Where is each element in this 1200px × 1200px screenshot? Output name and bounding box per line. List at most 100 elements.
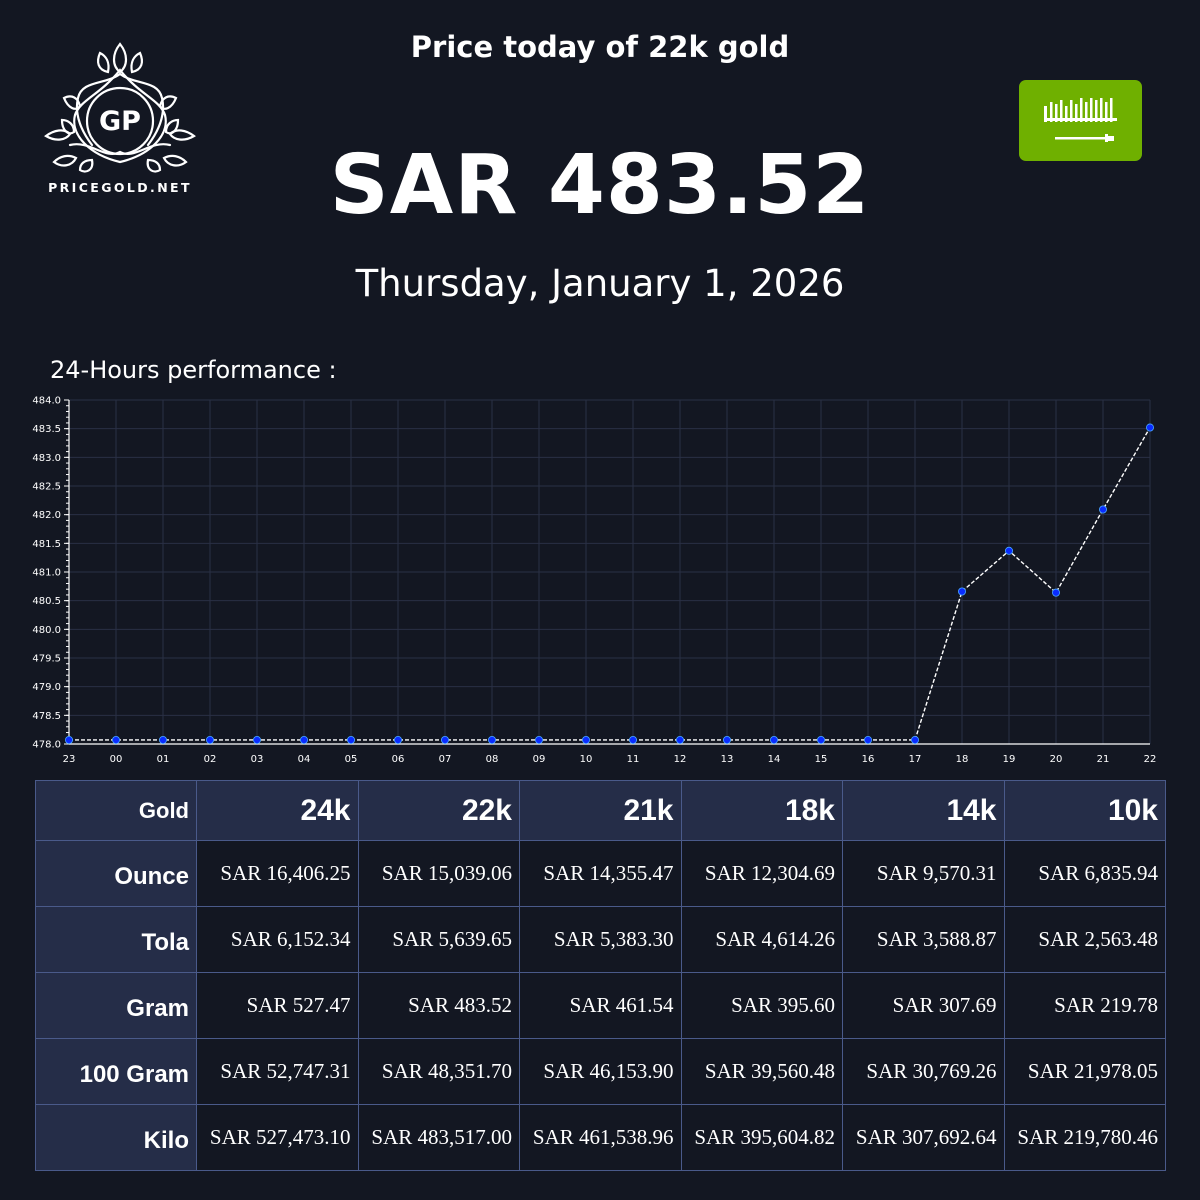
price-line-chart: 478.0 478.5 479.0 479.5 480.0 480.5 481.0 481.5… [0,390,1200,770]
price-cell: SAR 12,304.69 [680,840,843,907]
column-header-18k: 18k [680,780,843,841]
row-label: Gram [35,972,197,1039]
column-header-10k: 10k [1003,780,1166,841]
price-cell: SAR 9,570.31 [842,840,1005,907]
price-cell: SAR 21,978.05 [1003,1038,1166,1105]
price-cell: SAR 307.69 [842,972,1005,1039]
y-tick-label: 484.0 [32,396,61,407]
data-point-marker [65,735,74,744]
price-cell: SAR 219,780.46 [1003,1104,1166,1171]
price-cell: SAR 395.60 [680,972,843,1039]
price-cell: SAR 14,355.47 [519,840,682,907]
x-tick-label: 17 [909,754,922,765]
data-point-marker [629,735,638,744]
table-row-tola: Tola SAR 6,152.34 SAR 5,639.65 SAR 5,383… [35,906,1166,973]
price-cell: SAR 6,835.94 [1003,840,1166,907]
x-tick-label: 21 [1097,754,1110,765]
price-cell: SAR 39,560.48 [680,1038,843,1105]
x-tick-label: 06 [392,754,405,765]
saudi-arabia-flag-icon [1019,80,1142,161]
price-cell: SAR 4,614.26 [680,906,843,973]
price-cell: SAR 5,639.65 [357,906,520,973]
x-tick-label: 07 [439,754,452,765]
site-logo[interactable]: GP PRICEGOLD.NET [40,40,200,200]
price-cell: SAR 483,517.00 [357,1104,520,1171]
data-point-marker [252,735,261,744]
y-tick-label: 481.5 [32,539,61,550]
data-point-marker [817,735,826,744]
column-header-24k: 24k [196,780,359,841]
data-point-marker [676,735,685,744]
data-point-marker [911,735,920,744]
x-tick-label: 13 [721,754,734,765]
y-tick-label: 483.0 [32,453,61,464]
data-point-marker [864,735,873,744]
table-corner-label: Gold [35,780,197,841]
x-tick-label: 10 [580,754,593,765]
row-label: Kilo [35,1104,197,1171]
x-tick-label: 04 [298,754,311,765]
price-cell: SAR 46,153.90 [519,1038,682,1105]
x-tick-label: 16 [862,754,875,765]
price-cell: SAR 6,152.34 [196,906,359,973]
column-header-22k: 22k [357,780,520,841]
current-price: SAR 483.52 [329,138,871,233]
data-point-marker [582,735,591,744]
price-cell: SAR 395,604.82 [680,1104,843,1171]
data-point-marker [1146,423,1155,432]
data-point-marker [723,735,732,744]
x-tick-label: 14 [768,754,781,765]
data-point-marker [299,735,308,744]
table-row-ounce: Ounce SAR 16,406.25 SAR 15,039.06 SAR 14… [35,840,1166,907]
x-tick-label: 05 [345,754,358,765]
data-point-marker [487,735,496,744]
price-cell: SAR 30,769.26 [842,1038,1005,1105]
chart-title: 24-Hours performance : [50,356,337,384]
price-cell: SAR 307,692.64 [842,1104,1005,1171]
data-point-marker [346,735,355,744]
x-tick-label: 11 [627,754,640,765]
row-label: Tola [35,906,197,973]
row-label: Ounce [35,840,197,907]
x-tick-label: 23 [63,754,76,765]
data-point-marker [1005,546,1014,555]
price-date: Thursday, January 1, 2026 [355,262,845,305]
page-title: Price today of 22k gold [410,30,790,64]
y-tick-label: 482.0 [32,510,61,521]
x-tick-label: 22 [1144,754,1157,765]
column-header-21k: 21k [519,780,682,841]
data-point-marker [205,735,214,744]
table-row-100-gram: 100 Gram SAR 52,747.31 SAR 48,351.70 SAR… [35,1038,1166,1105]
chart-canvas: 478.0 478.5 479.0 479.5 480.0 480.5 481.0 481.5… [32,396,1157,766]
row-label: 100 Gram [35,1038,197,1105]
price-cell: SAR 219.78 [1003,972,1166,1039]
site-name: PRICEGOLD.NET [48,180,192,195]
price-cell: SAR 52,747.31 [196,1038,359,1105]
x-tick-label: 08 [486,754,499,765]
price-cell: SAR 483.52 [357,972,520,1039]
price-cell: SAR 461,538.96 [519,1104,682,1171]
data-point-marker [770,735,779,744]
price-cell: SAR 16,406.25 [196,840,359,907]
x-tick-label: 00 [110,754,123,765]
x-tick-label: 12 [674,754,687,765]
x-tick-label: 02 [204,754,217,765]
price-line [69,427,1151,741]
x-tick-label: 20 [1050,754,1063,765]
data-point-marker [112,735,121,744]
price-cell: SAR 527.47 [196,972,359,1039]
price-cell: SAR 48,351.70 [357,1038,520,1105]
x-tick-label: 18 [956,754,969,765]
y-tick-label: 480.0 [32,625,61,636]
y-tick-label: 482.5 [32,482,61,493]
data-point-marker [1099,505,1108,514]
x-tick-label: 15 [815,754,828,765]
column-header-14k: 14k [842,780,1005,841]
logo-initials: GP [99,106,141,137]
y-tick-label: 479.5 [32,654,61,665]
data-point-marker [535,735,544,744]
y-tick-label: 479.0 [32,682,61,693]
data-point-marker [158,735,167,744]
price-cell: SAR 3,588.87 [842,906,1005,973]
x-tick-label: 03 [251,754,264,765]
